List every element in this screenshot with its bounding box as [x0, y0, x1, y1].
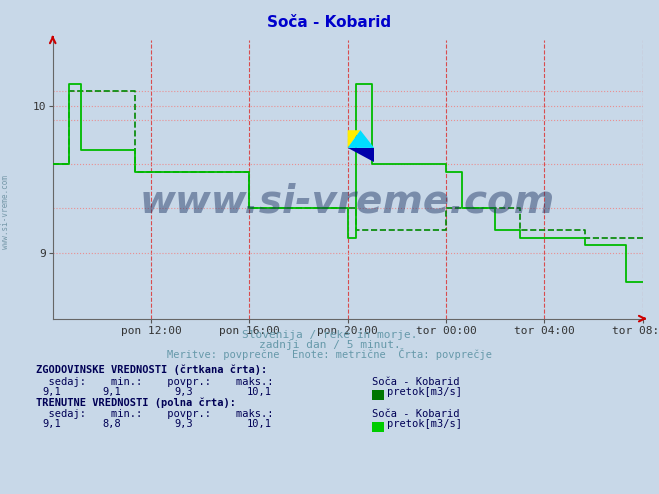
- Text: Soča - Kobarid: Soča - Kobarid: [372, 410, 460, 419]
- Text: pretok[m3/s]: pretok[m3/s]: [387, 387, 463, 397]
- Text: Meritve: povprečne  Enote: metrične  Črta: povprečje: Meritve: povprečne Enote: metrične Črta:…: [167, 348, 492, 360]
- Text: 9,1: 9,1: [43, 419, 61, 429]
- Text: www.si-vreme.com: www.si-vreme.com: [1, 175, 10, 249]
- Text: ZGODOVINSKE VREDNOSTI (črtkana črta):: ZGODOVINSKE VREDNOSTI (črtkana črta):: [36, 365, 268, 375]
- Text: sedaj:    min.:    povpr.:    maks.:: sedaj: min.: povpr.: maks.:: [36, 377, 273, 387]
- Polygon shape: [348, 130, 374, 148]
- Text: Soča - Kobarid: Soča - Kobarid: [372, 377, 460, 387]
- Text: Soča - Kobarid: Soča - Kobarid: [268, 15, 391, 30]
- Polygon shape: [348, 148, 374, 163]
- Text: 9,3: 9,3: [175, 419, 193, 429]
- Text: pretok[m3/s]: pretok[m3/s]: [387, 419, 463, 429]
- Text: 8,8: 8,8: [102, 419, 121, 429]
- Polygon shape: [348, 130, 360, 148]
- Text: zadnji dan / 5 minut.: zadnji dan / 5 minut.: [258, 340, 401, 350]
- Text: www.si-vreme.com: www.si-vreme.com: [140, 182, 556, 220]
- Text: 9,1: 9,1: [102, 387, 121, 397]
- Text: Slovenija / reke in morje.: Slovenija / reke in morje.: [242, 330, 417, 340]
- Text: 10,1: 10,1: [247, 387, 272, 397]
- Text: 9,3: 9,3: [175, 387, 193, 397]
- Text: 10,1: 10,1: [247, 419, 272, 429]
- Text: 9,1: 9,1: [43, 387, 61, 397]
- Text: TRENUTNE VREDNOSTI (polna črta):: TRENUTNE VREDNOSTI (polna črta):: [36, 398, 236, 408]
- Text: sedaj:    min.:    povpr.:    maks.:: sedaj: min.: povpr.: maks.:: [36, 410, 273, 419]
